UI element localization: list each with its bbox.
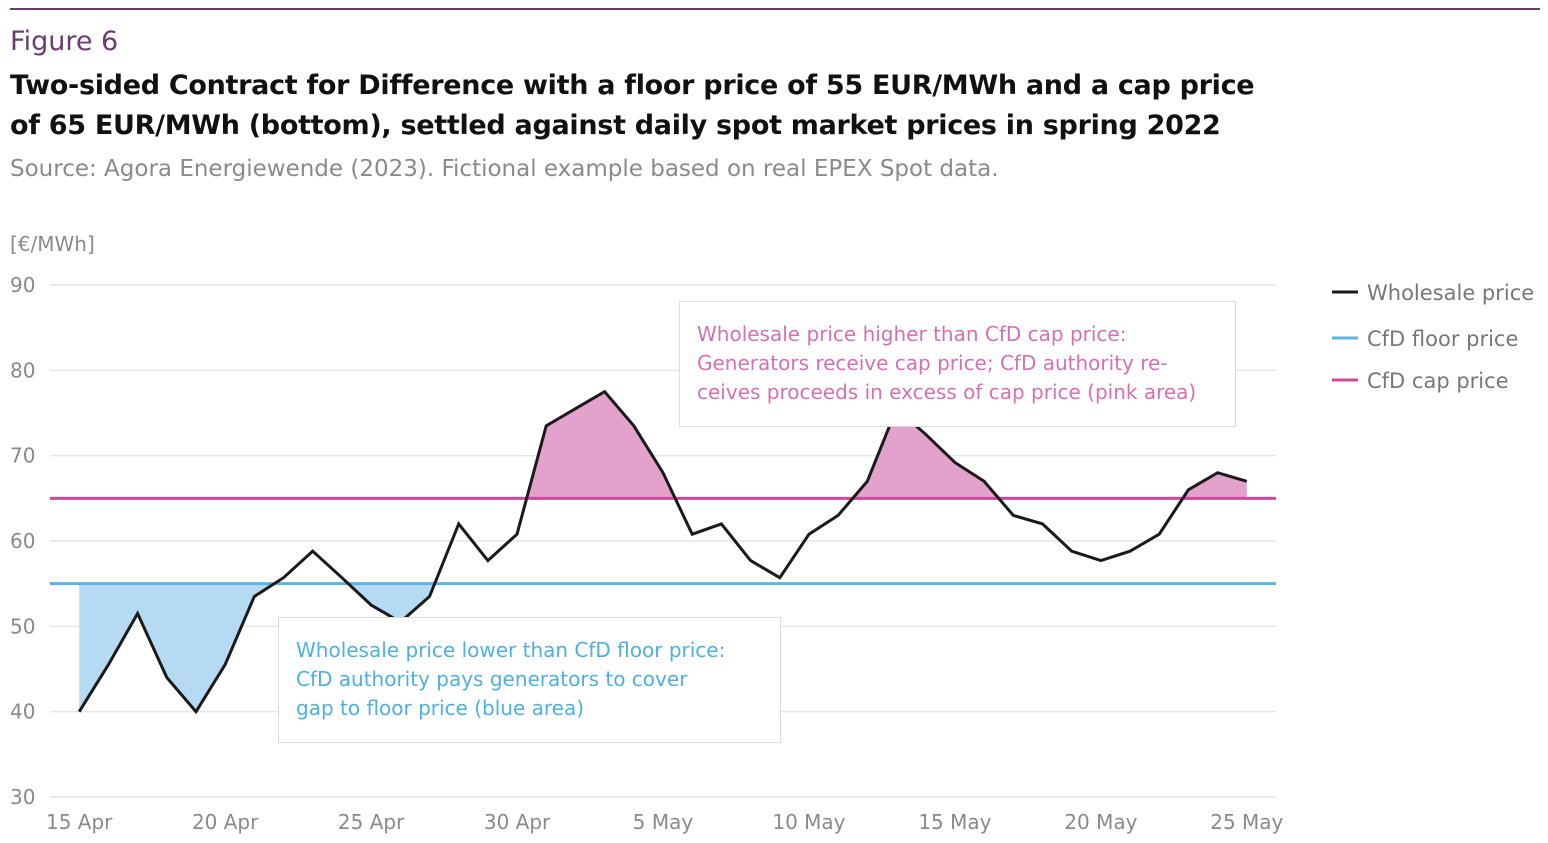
legend-label-wholesale: Wholesale price <box>1367 281 1534 305</box>
y-tick-label: 40 <box>10 700 35 724</box>
chart-source: Source: Agora Energiewende (2023). Ficti… <box>10 156 999 182</box>
y-tick-label: 80 <box>10 358 35 382</box>
annotation-cap-line1: Generators receive cap price; CfD author… <box>697 351 1168 375</box>
y-axis-label: [€/MWh] <box>10 232 95 256</box>
x-tick-label: 20 Apr <box>192 810 259 834</box>
x-tick-label: 15 Apr <box>46 810 113 834</box>
annotation-cap-heading: Wholesale price higher than CfD cap pric… <box>697 322 1127 346</box>
y-tick-label: 70 <box>10 444 35 468</box>
legend-label-cap: CfD cap price <box>1367 369 1509 393</box>
shaded-areas <box>79 391 1247 712</box>
y-tick-label: 60 <box>10 529 35 553</box>
cap-excess-area <box>526 391 1247 499</box>
x-tick-label: 5 May <box>633 810 694 834</box>
annotation-floor-line2: gap to floor price (blue area) <box>296 696 585 720</box>
annotation-floor-heading: Wholesale price lower than CfD floor pri… <box>296 638 726 662</box>
legend: Wholesale price CfD floor price CfD cap … <box>1332 281 1534 393</box>
chart-title: Two-sided Contract for Difference with a… <box>10 70 1255 141</box>
floor-gap-area <box>79 583 435 712</box>
annotation-floor: Wholesale price lower than CfD floor pri… <box>278 617 781 743</box>
x-tick-label: 15 May <box>918 810 991 834</box>
figure-label: Figure 6 <box>10 26 119 57</box>
x-tick-label: 20 May <box>1064 810 1137 834</box>
y-tick-label: 30 <box>10 785 35 809</box>
annotation-cap-line2: ceives proceeds in excess of cap price (… <box>697 380 1197 404</box>
y-tick-label: 90 <box>10 273 35 297</box>
x-tick-label: 25 Apr <box>338 810 405 834</box>
legend-label-floor: CfD floor price <box>1367 327 1518 351</box>
annotation-cap: Wholesale price higher than CfD cap pric… <box>679 301 1236 427</box>
wholesale-price-line <box>77 389 1248 715</box>
x-tick-label: 10 May <box>772 810 845 834</box>
y-axis: 30 40 50 60 70 80 90 <box>10 273 35 809</box>
x-axis: 15 Apr 20 Apr 25 Apr 30 Apr 5 May 10 May 15 Ma… <box>46 810 1284 834</box>
top-rule <box>10 8 1540 10</box>
y-tick-label: 50 <box>10 614 35 638</box>
series-layer <box>77 389 1248 715</box>
reference-lines <box>50 496 1276 586</box>
annotation-floor-line1: CfD authority pays generators to cover <box>296 667 688 691</box>
x-tick-label: 25 May <box>1210 810 1283 834</box>
x-tick-label: 30 Apr <box>484 810 551 834</box>
